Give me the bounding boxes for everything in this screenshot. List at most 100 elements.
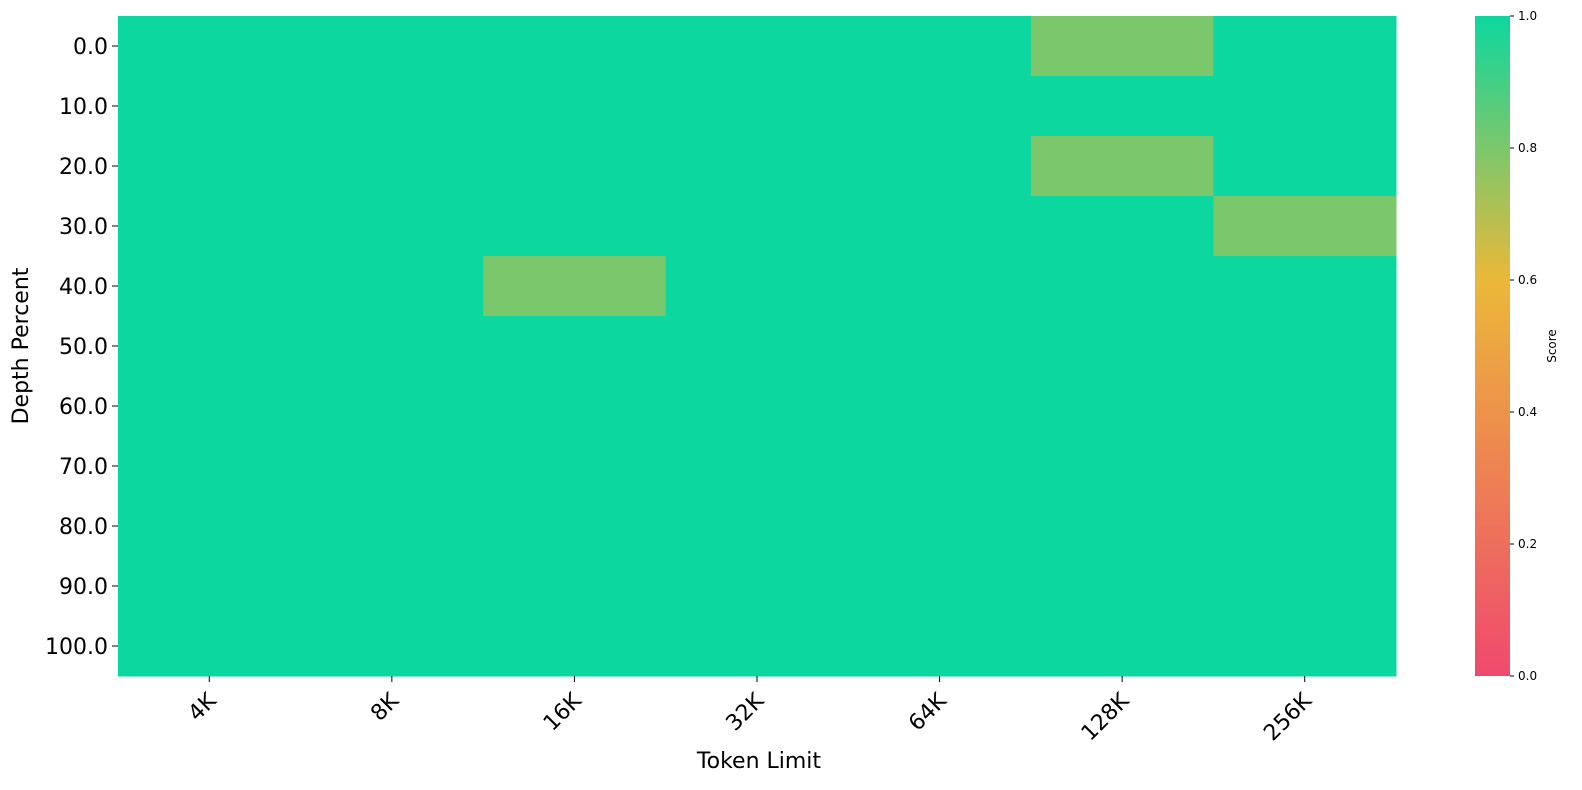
y-tick-label: 20.0 (59, 155, 108, 180)
heatmap-cell (665, 496, 849, 557)
heatmap-cell (665, 436, 849, 497)
heatmap-cell (1030, 196, 1214, 257)
heatmap-cell (665, 556, 849, 617)
heatmap-cell (848, 376, 1032, 437)
heatmap-cell (1213, 616, 1397, 677)
heatmap-cell (483, 436, 667, 497)
heatmap-cell (483, 136, 667, 197)
y-tick-label: 60.0 (59, 395, 108, 420)
y-tick-label: 90.0 (59, 575, 108, 600)
heatmap-cell (665, 616, 849, 677)
heatmap-cell (848, 16, 1032, 77)
y-tick-label: 50.0 (59, 335, 108, 360)
y-tick-label: 40.0 (59, 275, 108, 300)
heatmap-cell (665, 256, 849, 317)
heatmap-cell (300, 496, 484, 557)
y-tick-label: 70.0 (59, 455, 108, 480)
heatmap-cell (1030, 136, 1214, 197)
heatmap-cell (1030, 616, 1214, 677)
heatmap-cell (1213, 316, 1397, 377)
heatmap-cell (300, 256, 484, 317)
heatmap-cell (300, 316, 484, 377)
heatmap-cell (848, 436, 1032, 497)
heatmap-cell (848, 616, 1032, 677)
heatmap-cell (665, 376, 849, 437)
heatmap-cell (848, 316, 1032, 377)
heatmap-cell (1030, 436, 1214, 497)
heatmap-cells (118, 16, 1397, 677)
heatmap-cell (848, 256, 1032, 317)
x-tick-labels: 4K 8K 16K 32K 64K 128K 256K (184, 676, 1317, 746)
heatmap-cell (848, 556, 1032, 617)
heatmap-cell (1213, 496, 1397, 557)
heatmap-cell (118, 256, 302, 317)
y-tick-labels: 0.0 10.0 20.0 30.0 40.0 50.0 60.0 70.0 80.0 90.0 1… (45, 35, 118, 660)
heatmap-cell (848, 196, 1032, 257)
heatmap-cell (300, 556, 484, 617)
heatmap-cell (1030, 76, 1214, 137)
heatmap-cell (118, 76, 302, 137)
heatmap-cell (1213, 136, 1397, 197)
x-tick-label: 128K (1077, 688, 1135, 746)
heatmap-cell (1213, 16, 1397, 77)
colorbar-tick-label: 0.8 (1518, 141, 1537, 155)
heatmap-cell (848, 136, 1032, 197)
heatmap-cell (483, 76, 667, 137)
heatmap-cell (483, 196, 667, 257)
x-tick-label: 32K (722, 688, 770, 736)
heatmap-cell (483, 616, 667, 677)
heatmap-cell (483, 256, 667, 317)
heatmap-cell (300, 376, 484, 437)
colorbar-label: Score (1545, 329, 1559, 363)
heatmap-cell (665, 136, 849, 197)
y-tick-label: 100.0 (45, 635, 108, 660)
heatmap-cell (1030, 316, 1214, 377)
heatmap-cell (483, 376, 667, 437)
colorbar (1475, 16, 1510, 676)
heatmap-cell (300, 76, 484, 137)
heatmap-cell (118, 196, 302, 257)
heatmap-cell (848, 496, 1032, 557)
x-axis-label: Token Limit (696, 749, 822, 774)
heatmap-cell (665, 196, 849, 257)
heatmap-cell (848, 76, 1032, 137)
y-tick-label: 30.0 (59, 215, 108, 240)
colorbar-tick-label: 0.4 (1518, 405, 1537, 419)
y-tick-label: 0.0 (73, 35, 108, 60)
heatmap-cell (300, 196, 484, 257)
y-tick-label: 10.0 (59, 95, 108, 120)
heatmap-cell (1030, 256, 1214, 317)
heatmap-cell (483, 556, 667, 617)
heatmap-cell (118, 616, 302, 677)
heatmap-cell (118, 436, 302, 497)
heatmap-cell (1213, 256, 1397, 317)
heatmap-cell (300, 616, 484, 677)
heatmap-cell (1030, 556, 1214, 617)
x-tick-label: 64K (904, 688, 952, 736)
colorbar-tick-label: 0.2 (1518, 537, 1537, 551)
heatmap-cell (118, 556, 302, 617)
colorbar-ticks: 0.0 0.2 0.4 0.6 0.8 1.0 (1510, 9, 1537, 683)
x-tick-label: 4K (184, 688, 222, 726)
heatmap-cell (1030, 376, 1214, 437)
heatmap-cell (1213, 76, 1397, 137)
heatmap-cell (300, 436, 484, 497)
heatmap-cell (665, 16, 849, 77)
colorbar-tick-label: 0.6 (1518, 273, 1537, 287)
heatmap-cell (1213, 196, 1397, 257)
heatmap-cell (1213, 436, 1397, 497)
heatmap-cell (483, 496, 667, 557)
heatmap-cell (118, 136, 302, 197)
heatmap-cell (118, 376, 302, 437)
heatmap-cell (300, 16, 484, 77)
colorbar-tick-label: 1.0 (1518, 9, 1537, 23)
heatmap-cell (118, 316, 302, 377)
heatmap-cell (483, 316, 667, 377)
x-tick-label: 256K (1259, 688, 1317, 746)
heatmap-cell (118, 496, 302, 557)
heatmap-cell (1030, 16, 1214, 77)
colorbar-tick-label: 0.0 (1518, 669, 1537, 683)
x-tick-label: 8K (366, 688, 404, 726)
heatmap-cell (483, 16, 667, 77)
